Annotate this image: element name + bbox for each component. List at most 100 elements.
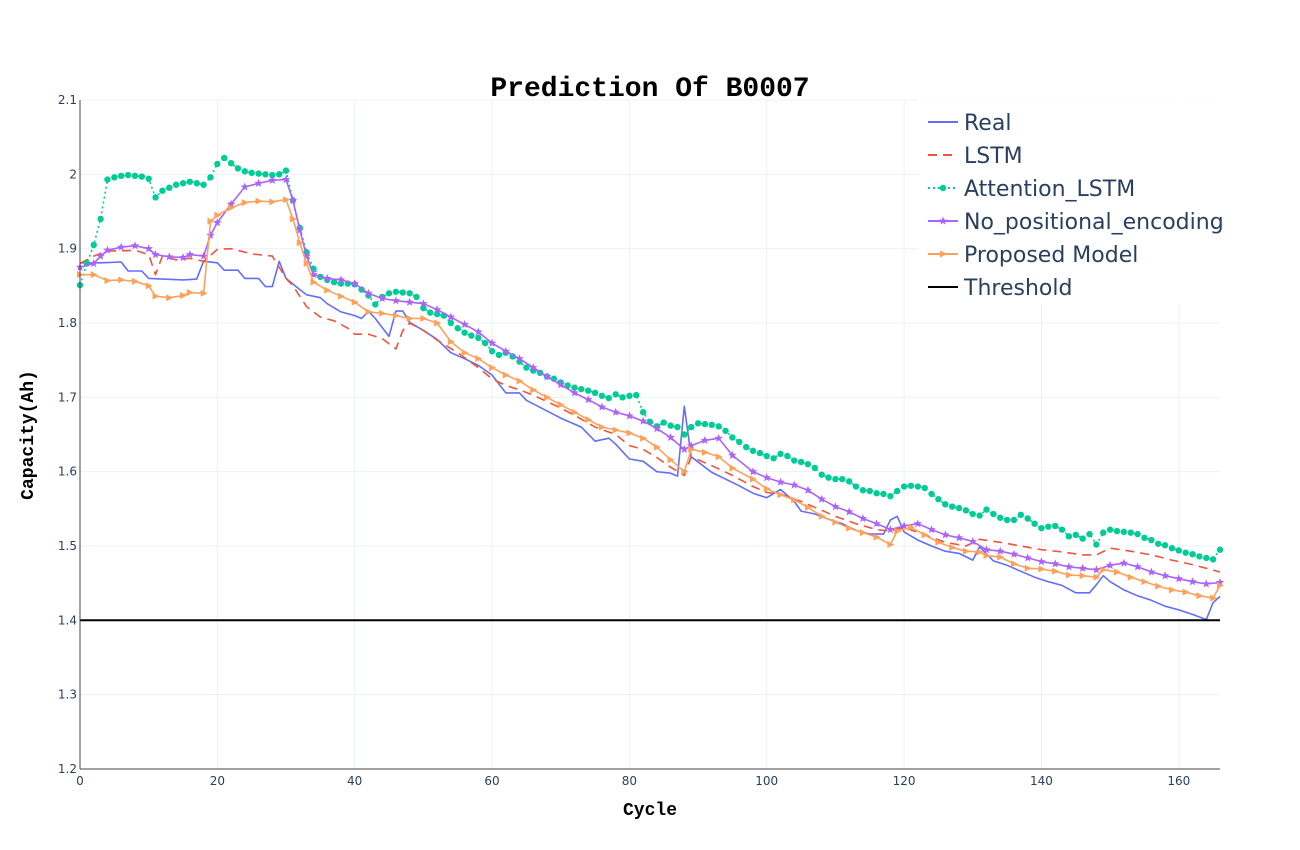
data-point-proposed-model (1065, 571, 1073, 579)
data-point-proposed-model (777, 491, 785, 499)
data-point-no-positional-encoding (240, 182, 250, 191)
data-point-no-positional-encoding (460, 320, 469, 329)
data-point-attention-lstm (214, 160, 221, 168)
data-point-no-positional-encoding (103, 245, 112, 254)
legend-marker-proposed-model (940, 250, 947, 258)
data-point-no-positional-encoding (96, 251, 105, 260)
data-point-no-positional-encoding (1215, 577, 1225, 587)
data-point-attention-lstm (330, 278, 338, 286)
data-point-attention-lstm (1079, 535, 1086, 542)
data-point-attention-lstm (241, 168, 249, 175)
data-point-no-positional-encoding (1147, 567, 1156, 576)
data-point-no-positional-encoding (288, 195, 298, 204)
x-tick-label: 160 (1167, 774, 1190, 788)
series-real (80, 260, 1221, 621)
x-tick-label: 80 (622, 774, 637, 788)
data-point-no-positional-encoding (302, 251, 311, 260)
data-point-proposed-model (1038, 565, 1046, 573)
data-point-attention-lstm (200, 181, 207, 188)
data-point-attention-lstm (756, 449, 764, 457)
data-point-proposed-model (255, 197, 263, 205)
data-point-proposed-model (104, 277, 112, 285)
data-point-no-positional-encoding (570, 388, 579, 397)
data-point-attention-lstm (797, 458, 805, 466)
data-point-no-positional-encoding (941, 530, 950, 539)
data-point-proposed-model (1168, 586, 1176, 594)
data-point-proposed-model (750, 475, 758, 483)
data-point-no-positional-encoding (130, 241, 140, 250)
data-point-no-positional-encoding (844, 507, 854, 516)
data-point-attention-lstm (694, 420, 702, 427)
x-tick-label: 20 (210, 774, 225, 788)
data-point-no-positional-encoding (515, 354, 524, 363)
data-point-proposed-model (962, 547, 970, 555)
data-point-no-positional-encoding (728, 450, 737, 459)
axes: 0 20 40 60 80 100 120 140 160 1.2 1.3 1.4 1.5 1.6 1.7 1… (58, 93, 1220, 788)
data-point-no-positional-encoding (281, 175, 291, 184)
data-point-no-positional-encoding (789, 480, 799, 489)
data-point-attention-lstm (688, 423, 695, 431)
data-point-proposed-model (557, 401, 565, 409)
chart-title: Prediction Of B0007 (490, 74, 809, 105)
data-point-proposed-model (241, 199, 249, 207)
data-point-attention-lstm (914, 483, 922, 490)
data-point-no-positional-encoding (803, 485, 813, 494)
data-point-attention-lstm (1175, 547, 1182, 554)
data-point-no-positional-encoding (226, 199, 236, 208)
data-point-no-positional-encoding (1160, 571, 1170, 580)
data-point-proposed-model (1093, 573, 1101, 581)
data-point-attention-lstm (186, 178, 194, 185)
data-point-proposed-model (180, 291, 188, 299)
data-point-proposed-model (406, 315, 414, 323)
data-point-attention-lstm (1148, 536, 1155, 544)
data-point-proposed-model (365, 308, 373, 316)
data-point-proposed-model (228, 204, 236, 212)
data-point-attention-lstm (523, 364, 530, 371)
data-point-attention-lstm (571, 384, 578, 391)
data-point-proposed-model (887, 541, 895, 549)
data-point-attention-lstm (138, 173, 146, 180)
y-tick-label: 1.7 (58, 390, 77, 404)
data-point-attention-lstm (1010, 516, 1018, 524)
data-point-proposed-model (688, 445, 696, 453)
data-point-no-positional-encoding (144, 244, 153, 253)
data-point-no-positional-encoding (968, 537, 978, 546)
data-point-proposed-model (1127, 573, 1135, 581)
y-tick-label: 1.8 (58, 316, 77, 330)
data-point-proposed-model (269, 198, 277, 206)
data-point-attention-lstm (715, 423, 722, 430)
data-point-proposed-model (186, 289, 194, 297)
data-point-attention-lstm (591, 389, 599, 397)
data-point-no-positional-encoding (583, 395, 593, 404)
y-tick-label: 1.3 (58, 688, 77, 702)
data-point-attention-lstm (1072, 531, 1079, 539)
data-point-no-positional-encoding (336, 275, 346, 284)
data-point-no-positional-encoding (1078, 563, 1087, 572)
data-point-attention-lstm (660, 419, 667, 426)
data-point-attention-lstm (1168, 545, 1176, 552)
data-point-proposed-model (626, 429, 634, 437)
y-tick-label: 2 (69, 167, 77, 181)
data-point-no-positional-encoding (1092, 565, 1101, 574)
series-attention-lstm (76, 154, 1224, 563)
data-point-proposed-model (983, 552, 991, 560)
data-point-attention-lstm (880, 490, 887, 498)
data-point-attention-lstm (1134, 530, 1141, 538)
data-point-proposed-model (949, 543, 957, 551)
data-point-attention-lstm (1154, 540, 1162, 547)
data-point-proposed-model (152, 292, 160, 300)
data-point-proposed-model (1010, 560, 1018, 568)
data-point-attention-lstm (763, 452, 770, 460)
data-point-proposed-model (791, 496, 799, 504)
data-point-attention-lstm (1189, 550, 1196, 558)
data-point-attention-lstm (907, 482, 915, 489)
data-point-no-positional-encoding (680, 444, 689, 453)
data-point-attention-lstm (976, 512, 983, 519)
data-point-proposed-model (715, 453, 723, 461)
data-point-attention-lstm (255, 170, 262, 177)
data-point-attention-lstm (859, 487, 867, 494)
data-point-proposed-model (447, 338, 455, 346)
data-point-proposed-model (894, 527, 902, 535)
data-point-attention-lstm (131, 172, 139, 180)
data-point-attention-lstm (1051, 522, 1059, 530)
